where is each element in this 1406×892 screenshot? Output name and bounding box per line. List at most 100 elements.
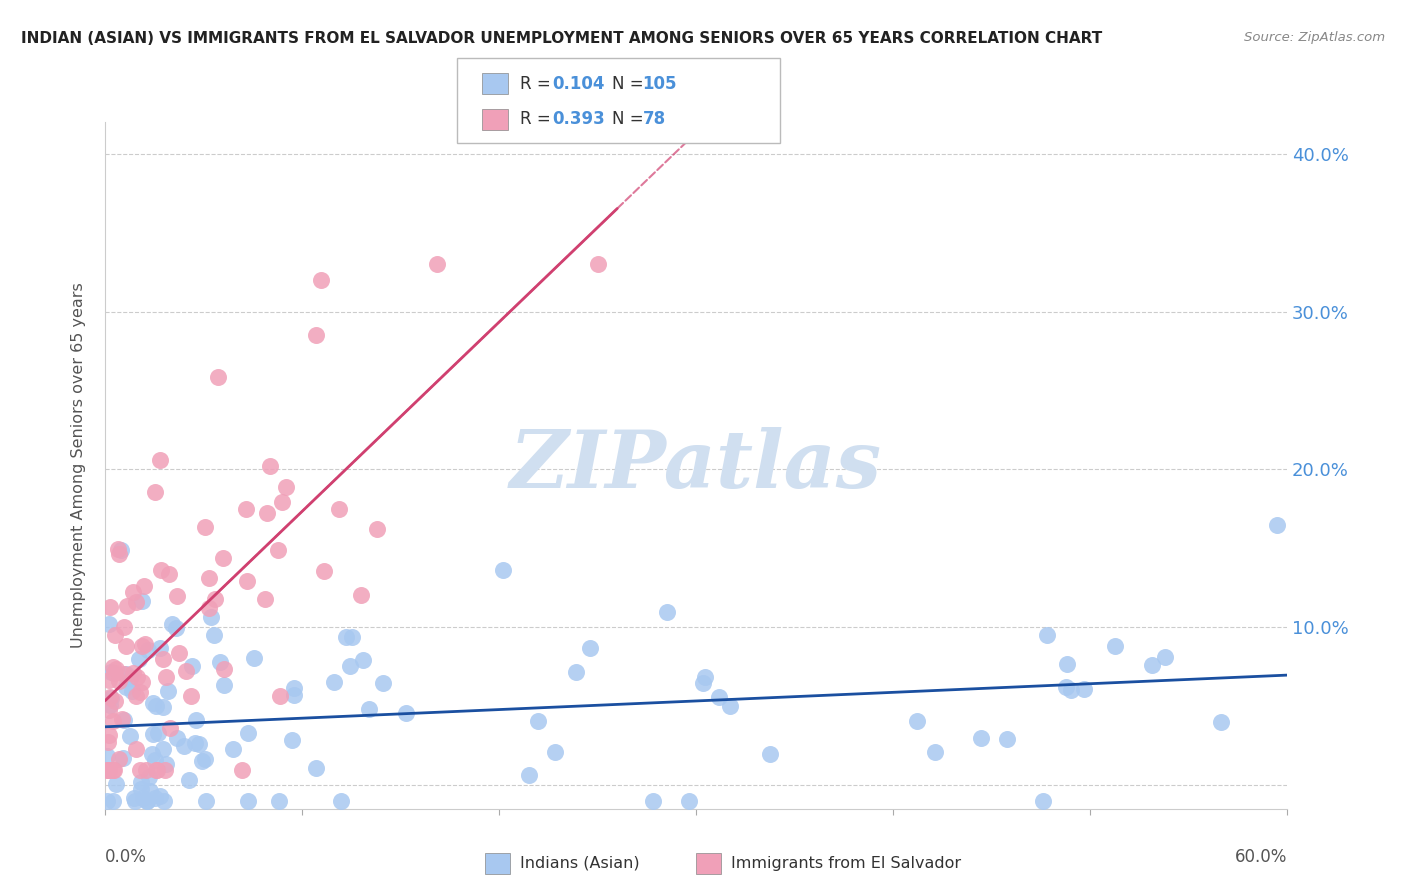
Point <box>517 768 540 782</box>
Point <box>122 791 145 805</box>
Point <box>97 673 120 688</box>
Point <box>209 655 232 669</box>
Point <box>695 670 717 684</box>
Point <box>120 730 142 744</box>
Text: N =: N = <box>612 75 648 93</box>
Point <box>758 747 780 761</box>
Point <box>165 621 187 635</box>
Point <box>1265 517 1288 532</box>
Text: INDIAN (ASIAN) VS IMMIGRANTS FROM EL SALVADOR UNEMPLOYMENT AMONG SENIORS OVER 65: INDIAN (ASIAN) VS IMMIGRANTS FROM EL SAL… <box>21 31 1102 46</box>
Point <box>707 690 730 705</box>
Point <box>152 794 174 808</box>
Point <box>112 713 135 727</box>
Point <box>184 714 207 728</box>
Point <box>107 673 129 688</box>
Point <box>115 680 138 694</box>
Point <box>159 721 181 735</box>
Point <box>149 789 172 803</box>
Point <box>108 547 131 561</box>
Point <box>212 662 235 676</box>
Point <box>142 727 165 741</box>
Point <box>328 502 350 516</box>
Point <box>136 794 159 808</box>
Point <box>678 794 700 808</box>
Point <box>1035 628 1057 642</box>
Point <box>235 502 257 516</box>
Point <box>146 763 169 777</box>
Point <box>267 794 290 808</box>
Point <box>283 688 305 702</box>
Point <box>173 739 195 753</box>
Point <box>267 543 290 558</box>
Point <box>152 700 174 714</box>
Point <box>187 738 209 752</box>
Point <box>197 601 219 615</box>
Point <box>125 595 148 609</box>
Point <box>103 665 125 680</box>
Point <box>198 571 221 585</box>
Point <box>1154 650 1177 665</box>
Text: R =: R = <box>520 111 557 128</box>
Text: 78: 78 <box>643 111 665 128</box>
Point <box>124 794 146 808</box>
Point <box>131 674 153 689</box>
Point <box>207 370 229 384</box>
Point <box>149 641 172 656</box>
Point <box>586 257 609 271</box>
Point <box>101 714 124 728</box>
Point <box>183 736 205 750</box>
Point <box>96 763 118 777</box>
Point <box>138 770 160 784</box>
Point <box>145 699 167 714</box>
Point <box>98 600 121 615</box>
Point <box>101 763 124 777</box>
Point <box>104 693 127 707</box>
Point <box>211 551 233 566</box>
Point <box>112 620 135 634</box>
Text: R =: R = <box>520 75 557 93</box>
Point <box>131 775 153 789</box>
Point <box>236 794 259 808</box>
Point <box>108 752 131 766</box>
Point <box>166 589 188 603</box>
Point <box>103 763 125 777</box>
Point <box>101 660 124 674</box>
Point <box>122 584 145 599</box>
Point <box>1056 680 1078 694</box>
Point <box>359 702 381 716</box>
Point <box>322 675 344 690</box>
Text: 0.104: 0.104 <box>553 75 605 93</box>
Text: 60.0%: 60.0% <box>1234 848 1286 866</box>
Point <box>254 592 277 607</box>
Point <box>149 563 172 577</box>
Point <box>995 731 1018 746</box>
Point <box>153 763 176 777</box>
Point <box>283 681 305 696</box>
Point <box>166 731 188 745</box>
Point <box>1209 714 1232 729</box>
Point <box>97 763 120 777</box>
Point <box>492 563 515 577</box>
Point <box>141 696 163 710</box>
Point <box>970 731 993 745</box>
Point <box>309 273 332 287</box>
Point <box>641 794 664 808</box>
Point <box>330 794 353 808</box>
Point <box>256 506 278 520</box>
Point <box>107 541 129 556</box>
Point <box>231 763 253 777</box>
Point <box>167 646 190 660</box>
Text: Source: ZipAtlas.com: Source: ZipAtlas.com <box>1244 31 1385 45</box>
Point <box>105 777 128 791</box>
Point <box>127 670 149 684</box>
Point <box>579 641 602 656</box>
Point <box>305 761 328 775</box>
Point <box>269 690 291 704</box>
Point <box>101 794 124 808</box>
Point <box>176 664 198 678</box>
Point <box>97 735 120 749</box>
Point <box>395 706 418 721</box>
Point <box>111 713 134 727</box>
Point <box>98 703 121 717</box>
Point <box>339 659 361 673</box>
